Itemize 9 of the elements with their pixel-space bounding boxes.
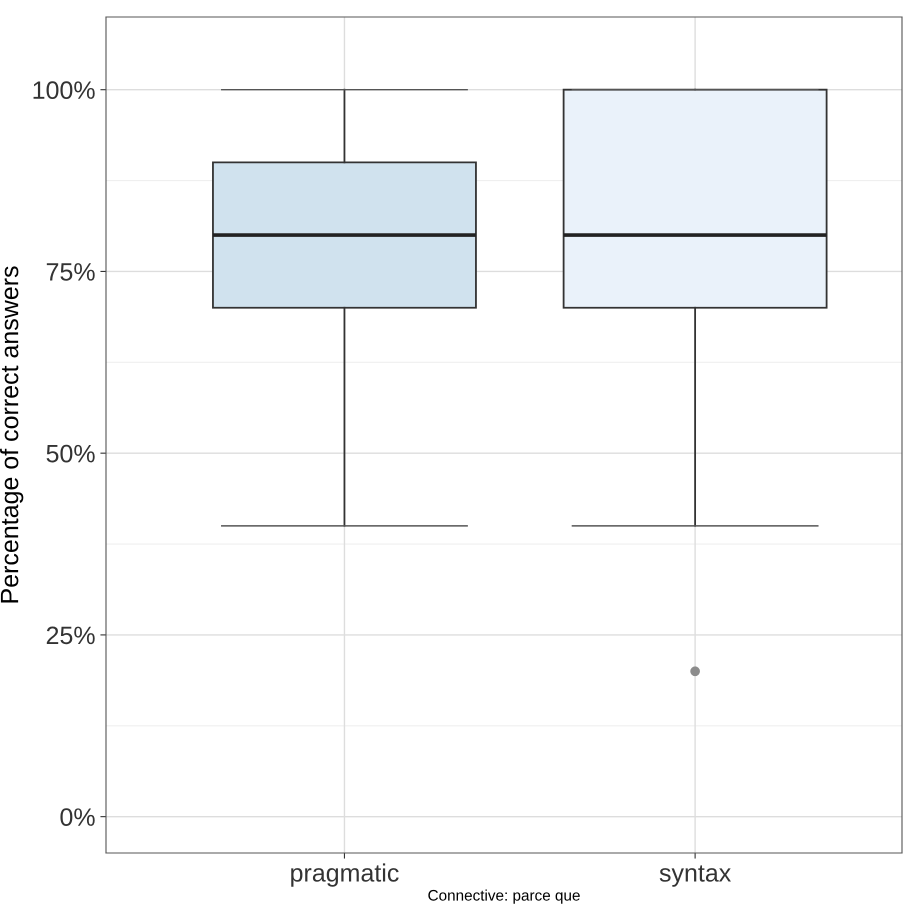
y-tick-label: 100% [34,81,95,99]
y-tick-label: 75% [46,263,95,281]
y-tick-label: 25% [46,626,95,644]
y-tick-label: 50% [46,444,95,462]
x-tick-label: pragmatic [291,863,399,887]
y-tick-label: 0% [60,808,95,826]
x-axis-title: Connective: parce que [428,890,580,904]
x-tick-label: syntax [660,865,731,887]
y-axis-title: Percentage of correct answers [0,266,24,602]
